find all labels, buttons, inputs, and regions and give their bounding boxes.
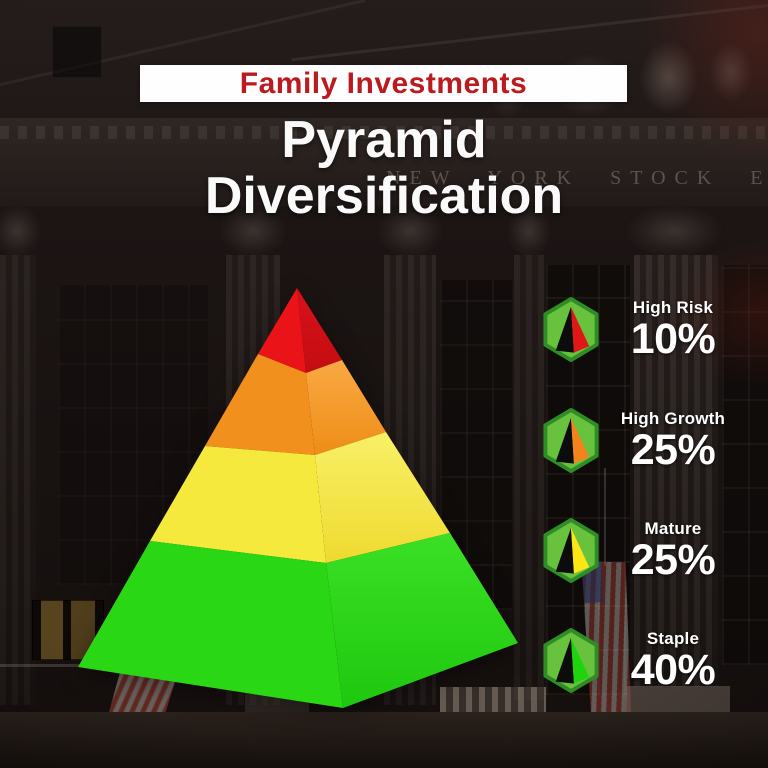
page-title-line-1: Pyramid (281, 111, 487, 169)
legend-text: Mature 25% (615, 519, 731, 583)
legend-text: High Risk 10% (615, 298, 731, 362)
legend-item-value: 25% (630, 535, 716, 584)
legend-item-label: High Risk (632, 297, 714, 317)
column-shaft (634, 255, 718, 687)
pyramid-staple-front-face (78, 541, 343, 708)
column-capital (624, 204, 724, 258)
red-tint (638, 0, 768, 170)
pyramid-staple-side-face (326, 533, 518, 708)
hexagon-pyramid-icon (543, 517, 599, 584)
dentil-molding (0, 126, 768, 139)
icon-pyramid-color-face (571, 306, 590, 353)
red-tint (672, 238, 768, 388)
column-capital (218, 204, 288, 258)
legend-text: Staple 40% (615, 629, 731, 693)
brand-banner-label: Family Investments (239, 66, 528, 100)
page-title: Pyramid Diversification (0, 112, 768, 224)
legend-item-mature: Mature 25% (541, 517, 731, 584)
pyramid-high-growth-front-face (205, 354, 315, 455)
legend-text: High Growth 25% (615, 409, 731, 473)
legend-item-value: 10% (630, 314, 716, 363)
column-capital (506, 204, 552, 258)
legend-item-label: Mature (644, 518, 702, 538)
legend-item-value: 40% (630, 645, 716, 694)
hexagon-pyramid-icon (543, 407, 599, 474)
balustrade-pedestal (440, 687, 546, 714)
frieze-engraving: NEW YORK STOCK EXCHANGE (386, 167, 768, 190)
column-shaft (0, 255, 36, 705)
icon-pyramid-color-face (571, 637, 590, 684)
column-capital (376, 204, 444, 258)
flag-pole (604, 468, 606, 566)
legend-item-high-growth: High Growth 25% (541, 407, 731, 474)
icon-pyramid-color-face (571, 527, 590, 574)
pyramid-high-risk-front-face (258, 288, 306, 373)
legend-item-label: High Growth (620, 408, 726, 428)
window-grid (58, 285, 208, 585)
icon-pyramid-color-face (571, 417, 590, 464)
pyramid-high-risk-side-face (297, 288, 342, 373)
legend-item-value: 25% (630, 425, 716, 474)
brand-banner: Family Investments (140, 65, 627, 102)
building-window (52, 26, 102, 78)
hexagon-pyramid-icon (543, 296, 599, 363)
pyramid-mature-side-face (315, 432, 450, 563)
legend-item-label: Staple (646, 628, 700, 648)
icon-pyramid-dark-face (555, 527, 574, 574)
icon-pyramid-dark-face (555, 306, 574, 353)
base-wall-band (0, 712, 768, 768)
pyramid-high-growth-side-face (306, 360, 386, 455)
page-title-line-2: Diversification (204, 167, 564, 225)
window-grid (722, 265, 768, 665)
column-pedestal (626, 686, 730, 716)
hexagon-pyramid-icon (543, 627, 599, 694)
legend-item-staple: Staple 40% (541, 627, 731, 694)
entablature-band (0, 118, 768, 206)
icon-pyramid-dark-face (555, 417, 574, 464)
column-capital (0, 204, 42, 258)
pyramid-mature-front-face (150, 446, 326, 563)
legend-item-high-risk: High Risk 10% (541, 296, 731, 363)
column-shaft (514, 255, 544, 700)
icon-pyramid-dark-face (555, 637, 574, 684)
